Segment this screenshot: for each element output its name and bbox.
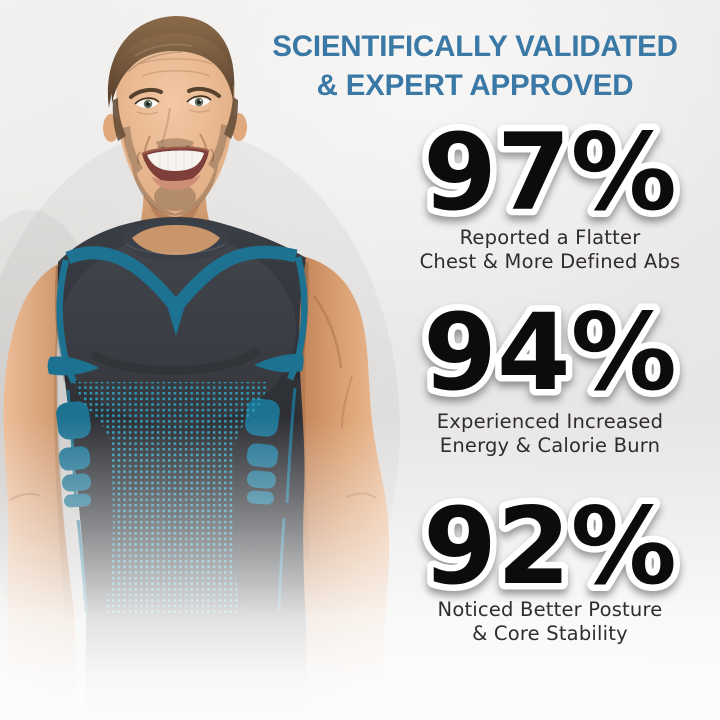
svg-text:94%: 94% — [423, 296, 677, 408]
stat-caption-3: Noticed Better Posture & Core Stability — [437, 598, 663, 645]
stat-caption-2: Experienced Increased Energy & Calorie B… — [436, 410, 664, 457]
stats-column: 97% Reported a Flatter Chest & More Defi… — [405, 0, 695, 720]
vest — [47, 217, 309, 720]
stat-caption-1: Reported a Flatter Chest & More Defined … — [419, 226, 681, 273]
svg-text:97%: 97% — [423, 116, 677, 228]
stat-value-2: 94% — [417, 296, 684, 408]
svg-text:92%: 92% — [423, 490, 677, 602]
stat-value-1: 97% — [417, 116, 684, 228]
stat-value-3: 92% — [417, 490, 684, 602]
model-photo — [0, 16, 400, 720]
